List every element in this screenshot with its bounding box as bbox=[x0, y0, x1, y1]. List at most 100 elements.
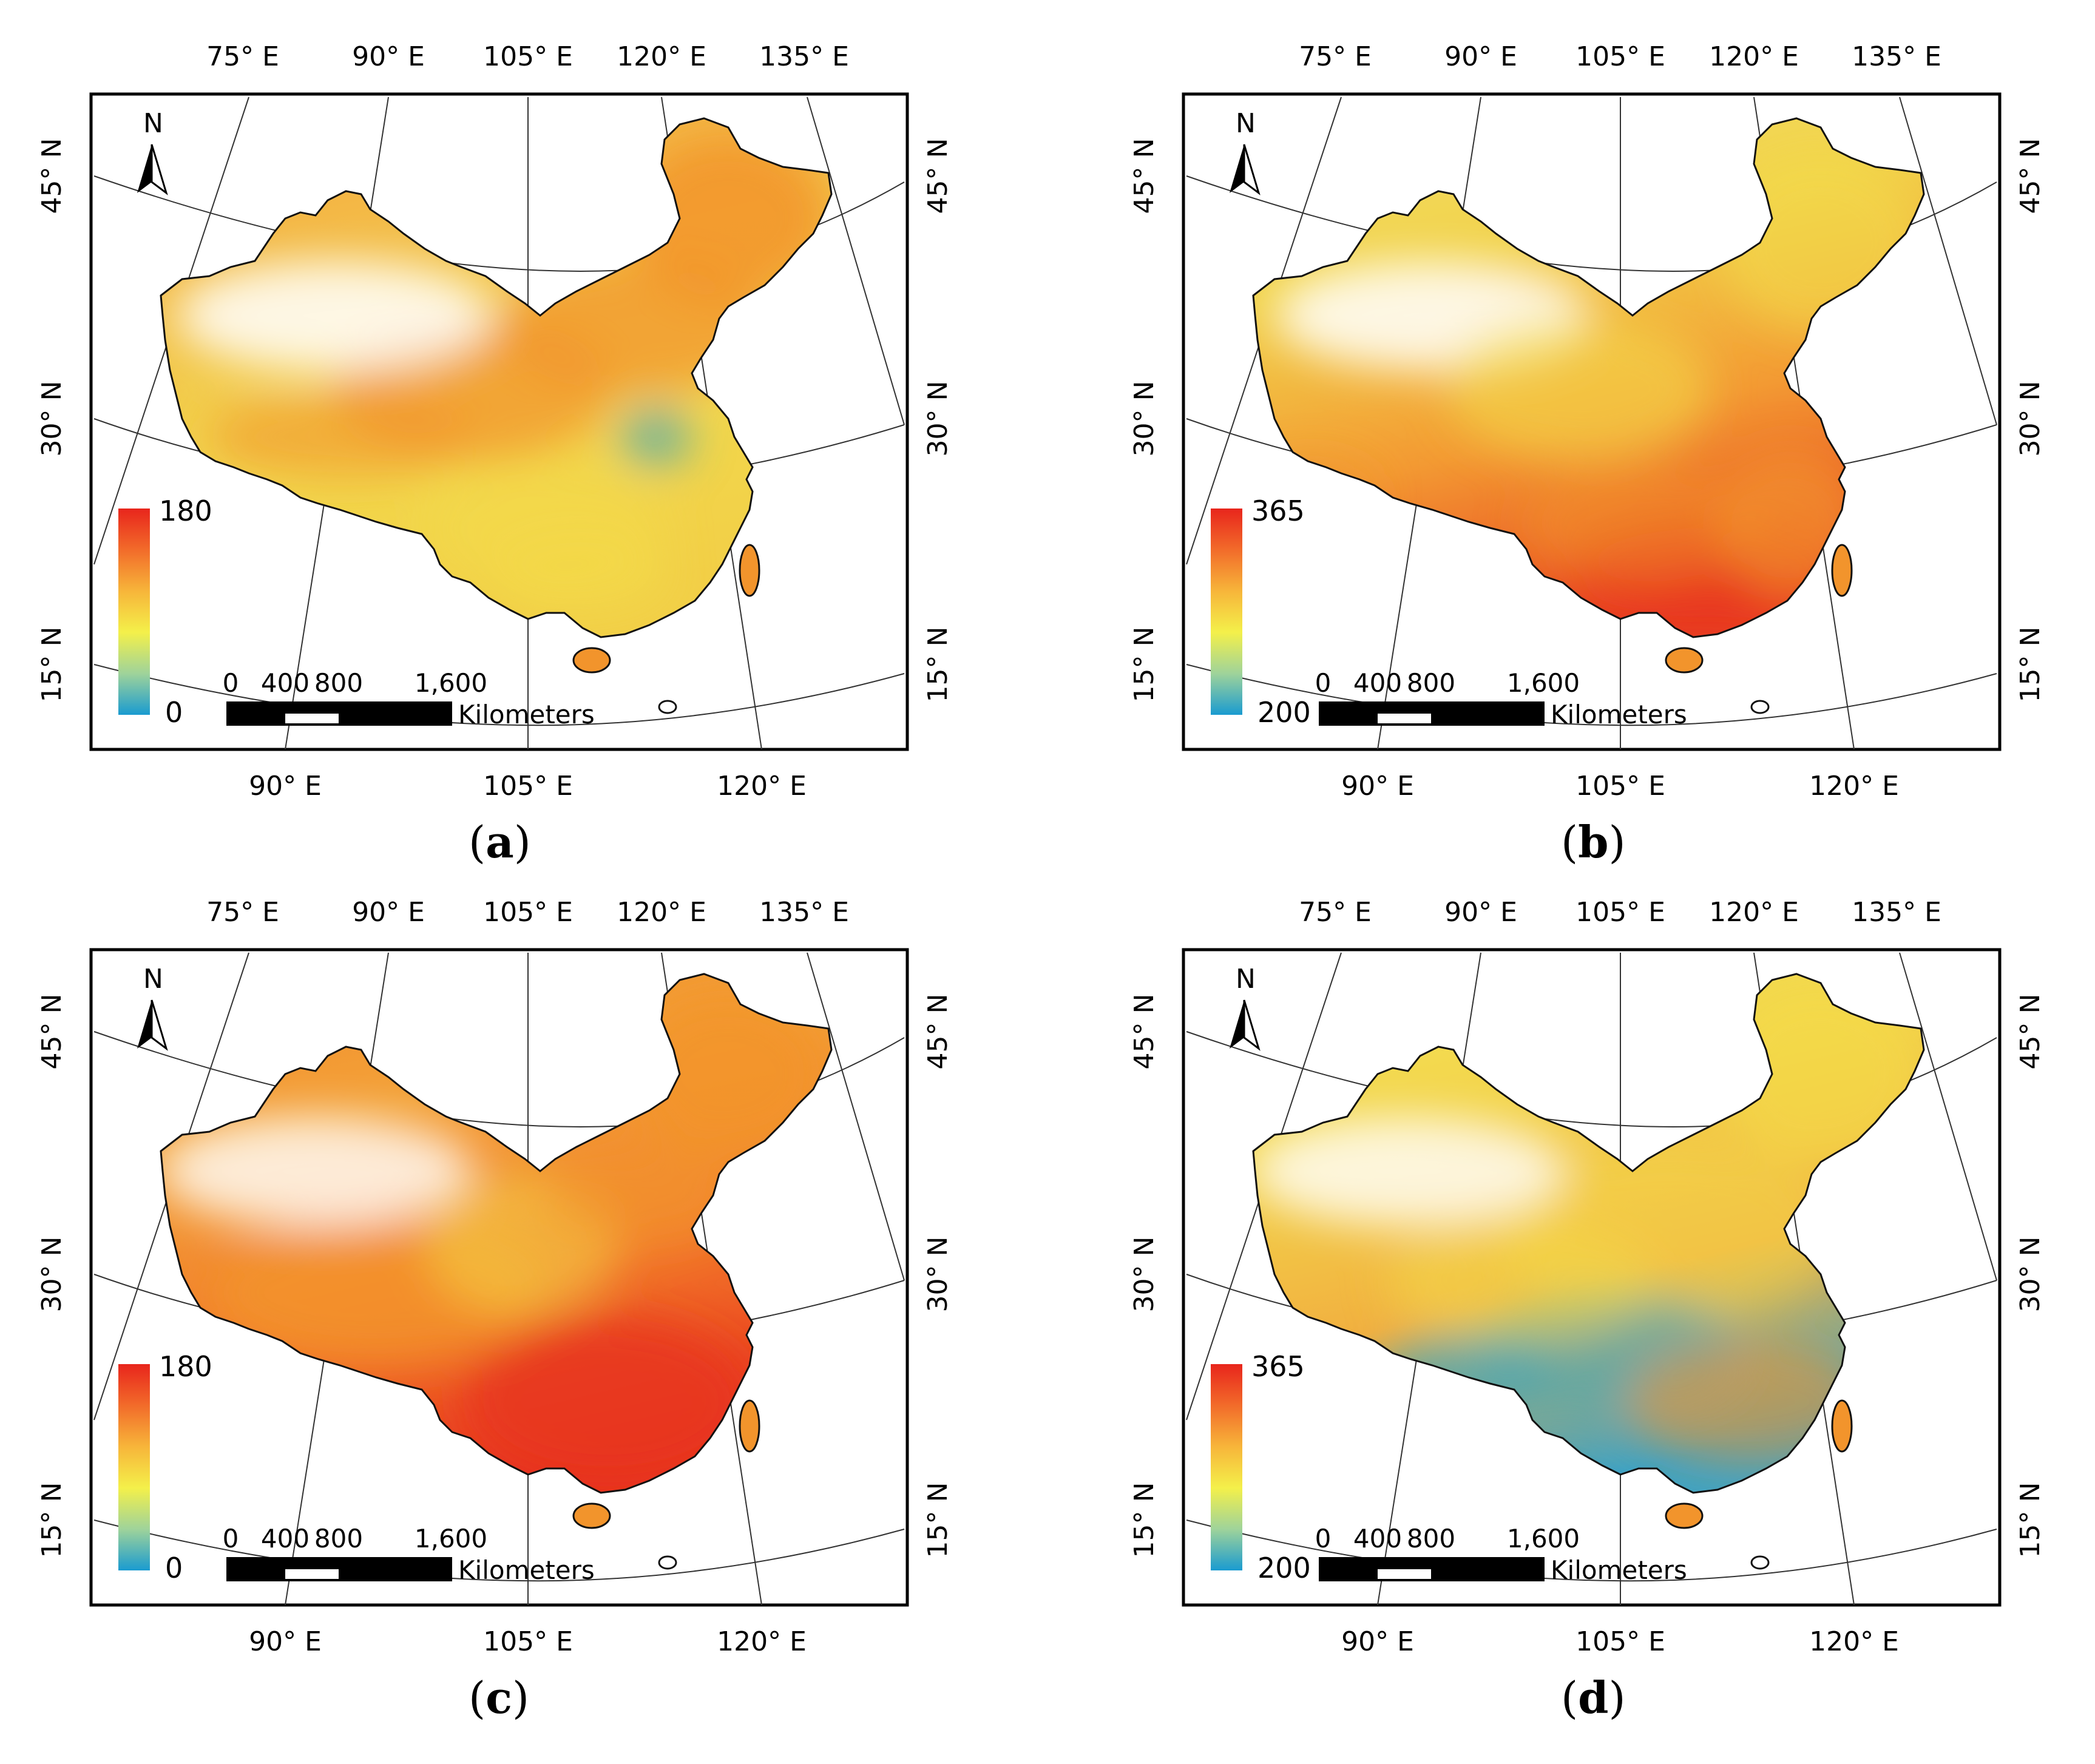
north-label: N bbox=[1236, 108, 1256, 139]
lat-right-label: 45° N bbox=[922, 138, 953, 214]
hainan-island bbox=[572, 647, 611, 674]
lon-top-label: 135° E bbox=[1852, 897, 1941, 928]
lon-bottom-label: 120° E bbox=[717, 1626, 807, 1657]
lon-top-label: 75° E bbox=[206, 41, 279, 72]
lon-top-label: 75° E bbox=[1299, 897, 1372, 928]
panel-caption-c: (c) bbox=[469, 1672, 530, 1723]
legend-max-label: 365 bbox=[1251, 1350, 1305, 1383]
lon-top-label: 75° E bbox=[1299, 41, 1372, 72]
lon-top-label: 90° E bbox=[352, 897, 425, 928]
scale-tick-label: 800 bbox=[1407, 668, 1455, 698]
south-sea-islands bbox=[658, 1555, 677, 1570]
legend-max-label: 365 bbox=[1251, 495, 1305, 527]
caption-letter: c bbox=[486, 1672, 512, 1723]
lon-top-label: 105° E bbox=[1575, 41, 1665, 72]
lat-right-label: 30° N bbox=[2015, 1237, 2046, 1313]
scale-tick-label: 1,600 bbox=[415, 668, 487, 698]
scale-tick-label: 0 bbox=[223, 668, 239, 698]
panel-caption-b: (b) bbox=[1561, 816, 1626, 868]
map-panel-c: N 75° E 90° E 105° E 120° E 135° E 90° E 105° E… bbox=[0, 856, 1048, 1737]
caption-letter: d bbox=[1578, 1672, 1609, 1723]
lon-bottom-label: 90° E bbox=[249, 1626, 322, 1657]
scale-tick-label: 0 bbox=[1315, 1524, 1332, 1553]
scale-tick-label: 400 bbox=[261, 1524, 310, 1553]
legend-min-label: 0 bbox=[165, 696, 183, 729]
lat-left-label: 30° N bbox=[1129, 1237, 1160, 1313]
hainan-island bbox=[1665, 1502, 1704, 1529]
lon-bottom-label: 90° E bbox=[249, 771, 322, 802]
scale-tick-label: 1,600 bbox=[1507, 668, 1580, 698]
lat-left-label: 45° N bbox=[36, 994, 67, 1070]
lon-top-label: 120° E bbox=[617, 897, 706, 928]
lon-top-label: 135° E bbox=[759, 41, 849, 72]
map-svg-b: N 75° E 90° E 105° E 120° E 135° E 90° E 105° E… bbox=[1129, 41, 2046, 802]
lon-top-label: 135° E bbox=[759, 897, 849, 928]
north-label: N bbox=[143, 108, 163, 139]
map-frame bbox=[1182, 92, 2002, 751]
lon-bottom-label: 105° E bbox=[483, 771, 573, 802]
lat-left-label: 45° N bbox=[1129, 994, 1160, 1070]
lat-right-label: 30° N bbox=[922, 1237, 953, 1313]
lat-left-label: 15° N bbox=[1129, 627, 1160, 703]
lon-bottom-label: 105° E bbox=[1575, 1626, 1665, 1657]
scale-tick-label: 800 bbox=[314, 1524, 363, 1553]
scale-tick-label: 0 bbox=[1315, 668, 1332, 698]
panel-caption-a: (a) bbox=[469, 816, 531, 868]
lat-right-label: 30° N bbox=[922, 381, 953, 457]
scale-unit-label: Kilometers bbox=[458, 1555, 595, 1585]
scale-unit-label: Kilometers bbox=[1551, 1555, 1687, 1585]
lon-top-label: 75° E bbox=[206, 897, 279, 928]
lon-bottom-label: 120° E bbox=[1809, 1626, 1899, 1657]
map-panel-a: N 75° E 90° E 105° E 120° E 135° E 90° E 105° E… bbox=[0, 0, 1048, 882]
lon-bottom-label: 90° E bbox=[1341, 771, 1414, 802]
lon-bottom-label: 120° E bbox=[717, 771, 807, 802]
legend-max-label: 180 bbox=[159, 495, 212, 527]
north-arrow-icon: N bbox=[1230, 108, 1261, 195]
lat-left-label: 15° N bbox=[36, 1482, 67, 1558]
country-border bbox=[160, 117, 833, 638]
caption-letter: a bbox=[486, 816, 514, 868]
lon-top-label: 90° E bbox=[1444, 41, 1517, 72]
lon-top-label: 120° E bbox=[1709, 41, 1799, 72]
scale-tick-label: 400 bbox=[1353, 1524, 1402, 1553]
scale-tick-label: 400 bbox=[1353, 668, 1402, 698]
lon-top-label: 120° E bbox=[1709, 897, 1799, 928]
south-sea-islands bbox=[658, 700, 677, 714]
scale-tick-label: 1,600 bbox=[1507, 1524, 1580, 1553]
lat-right-label: 45° N bbox=[2015, 138, 2046, 214]
scale-tick-label: 0 bbox=[223, 1524, 239, 1553]
china-raster bbox=[161, 974, 831, 1493]
caption-letter: b bbox=[1578, 816, 1609, 868]
lat-left-label: 45° N bbox=[1129, 138, 1160, 214]
legend-min-label: 200 bbox=[1257, 1552, 1311, 1584]
hainan-island bbox=[1665, 647, 1704, 674]
lon-top-label: 90° E bbox=[352, 41, 425, 72]
lon-bottom-label: 105° E bbox=[483, 1626, 573, 1657]
map-frame bbox=[89, 948, 909, 1607]
lon-top-label: 135° E bbox=[1852, 41, 1941, 72]
map-panel-b: N 75° E 90° E 105° E 120° E 135° E 90° E 105° E… bbox=[1092, 0, 2095, 882]
taiwan-island bbox=[739, 544, 760, 597]
map-panel-d: N 75° E 90° E 105° E 120° E 135° E 90° E 105° E… bbox=[1092, 856, 2095, 1737]
lon-bottom-label: 120° E bbox=[1809, 771, 1899, 802]
map-frame bbox=[1182, 948, 2002, 1607]
north-arrow-icon: N bbox=[137, 964, 168, 1051]
taiwan-island bbox=[1831, 1399, 1853, 1453]
legend-colorbar: 365 200 bbox=[1211, 1350, 1311, 1584]
lat-right-label: 15° N bbox=[922, 1482, 953, 1558]
lat-left-label: 30° N bbox=[1129, 381, 1160, 457]
map-svg-d: N 75° E 90° E 105° E 120° E 135° E 90° E 105° E… bbox=[1129, 897, 2046, 1657]
taiwan-island bbox=[739, 1399, 760, 1453]
country-border bbox=[1252, 973, 1925, 1494]
country-border bbox=[160, 973, 833, 1494]
lon-top-label: 105° E bbox=[483, 41, 573, 72]
lat-right-label: 45° N bbox=[2015, 994, 2046, 1070]
country-border bbox=[1252, 117, 1925, 638]
scale-tick-label: 400 bbox=[261, 668, 310, 698]
legend-min-label: 200 bbox=[1257, 696, 1311, 729]
